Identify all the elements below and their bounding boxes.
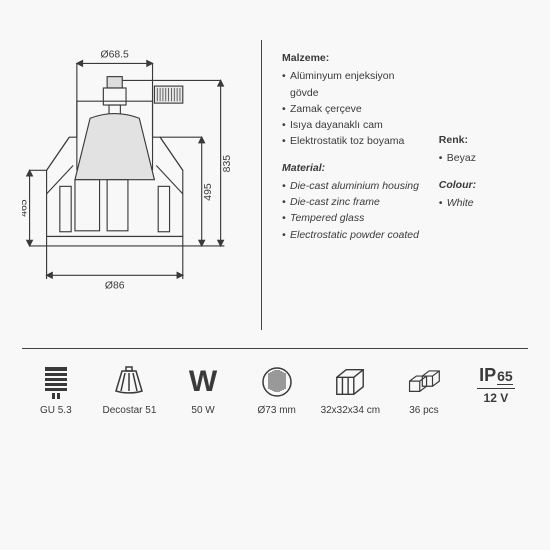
- spec-socket-label: GU 5.3: [40, 405, 72, 416]
- material-item: Die-cast aluminium housing: [282, 178, 425, 194]
- ip-divider: [477, 388, 515, 389]
- dim-left: 465: [22, 199, 30, 217]
- cutout-icon: [260, 365, 294, 399]
- ip-num: 65: [497, 368, 513, 385]
- color-column: Renk: Beyaz Colour: White: [435, 50, 528, 330]
- spec-watt-label: 50 W: [191, 405, 214, 416]
- watt-icon: W: [186, 365, 220, 399]
- dim-right-inner: 495: [203, 183, 214, 201]
- material-item: Die-cast zinc frame: [282, 194, 425, 210]
- renk-value: Beyaz: [439, 150, 528, 166]
- colour-title: Colour:: [439, 177, 528, 193]
- malzeme-item: Zamak çerçeve: [282, 101, 425, 117]
- malzeme-item: Isıya dayanaklı cam: [282, 117, 425, 133]
- voltage: 12 V: [484, 391, 509, 405]
- renk-title: Renk:: [439, 132, 528, 148]
- specs-row: GU 5.3 Decostar 51 W 50 W Ø73 mm: [22, 348, 528, 416]
- spec-cutout-label: Ø73 mm: [258, 405, 296, 416]
- malzeme-title: Malzeme:: [282, 50, 425, 66]
- material-column: Malzeme: Alüminyum enjeksiyon gövde Zama…: [282, 50, 425, 330]
- spec-lamp-label: Decostar 51: [102, 405, 156, 416]
- dim-bottom: Ø86: [105, 281, 125, 292]
- socket-icon: [39, 365, 73, 399]
- box-icon: [333, 365, 367, 399]
- spec-lamp: Decostar 51: [96, 365, 164, 416]
- info-columns: Malzeme: Alüminyum enjeksiyon gövde Zama…: [282, 40, 528, 330]
- material-item: Electrostatic powder coated: [282, 227, 425, 243]
- ip-label: IP: [479, 365, 496, 386]
- malzeme-item: Elektrostatik toz boyama: [282, 133, 425, 149]
- colour-value: White: [439, 195, 528, 211]
- technical-diagram: Ø68.5: [22, 40, 262, 330]
- spec-cutout: Ø73 mm: [243, 365, 311, 416]
- diagram-svg: Ø68.5: [22, 40, 249, 310]
- spec-qty: 36 pcs: [390, 365, 458, 416]
- qty-icon: [407, 365, 441, 399]
- top-area: Ø68.5: [22, 40, 528, 330]
- spec-qty-label: 36 pcs: [409, 405, 438, 416]
- lamp-icon: [112, 365, 146, 399]
- spec-box-label: 32x32x34 cm: [321, 405, 380, 416]
- material-item: Tempered glass: [282, 210, 425, 226]
- spec-socket: GU 5.3: [22, 365, 90, 416]
- malzeme-item: Alüminyum enjeksiyon gövde: [282, 68, 425, 101]
- spec-box: 32x32x34 cm: [317, 365, 385, 416]
- dim-right-outer: 835: [222, 155, 233, 173]
- dim-top: Ø68.5: [101, 50, 130, 61]
- spec-watt: W 50 W: [169, 365, 237, 416]
- material-title: Material:: [282, 160, 425, 176]
- spec-ip: IP 65 12 V: [464, 365, 528, 416]
